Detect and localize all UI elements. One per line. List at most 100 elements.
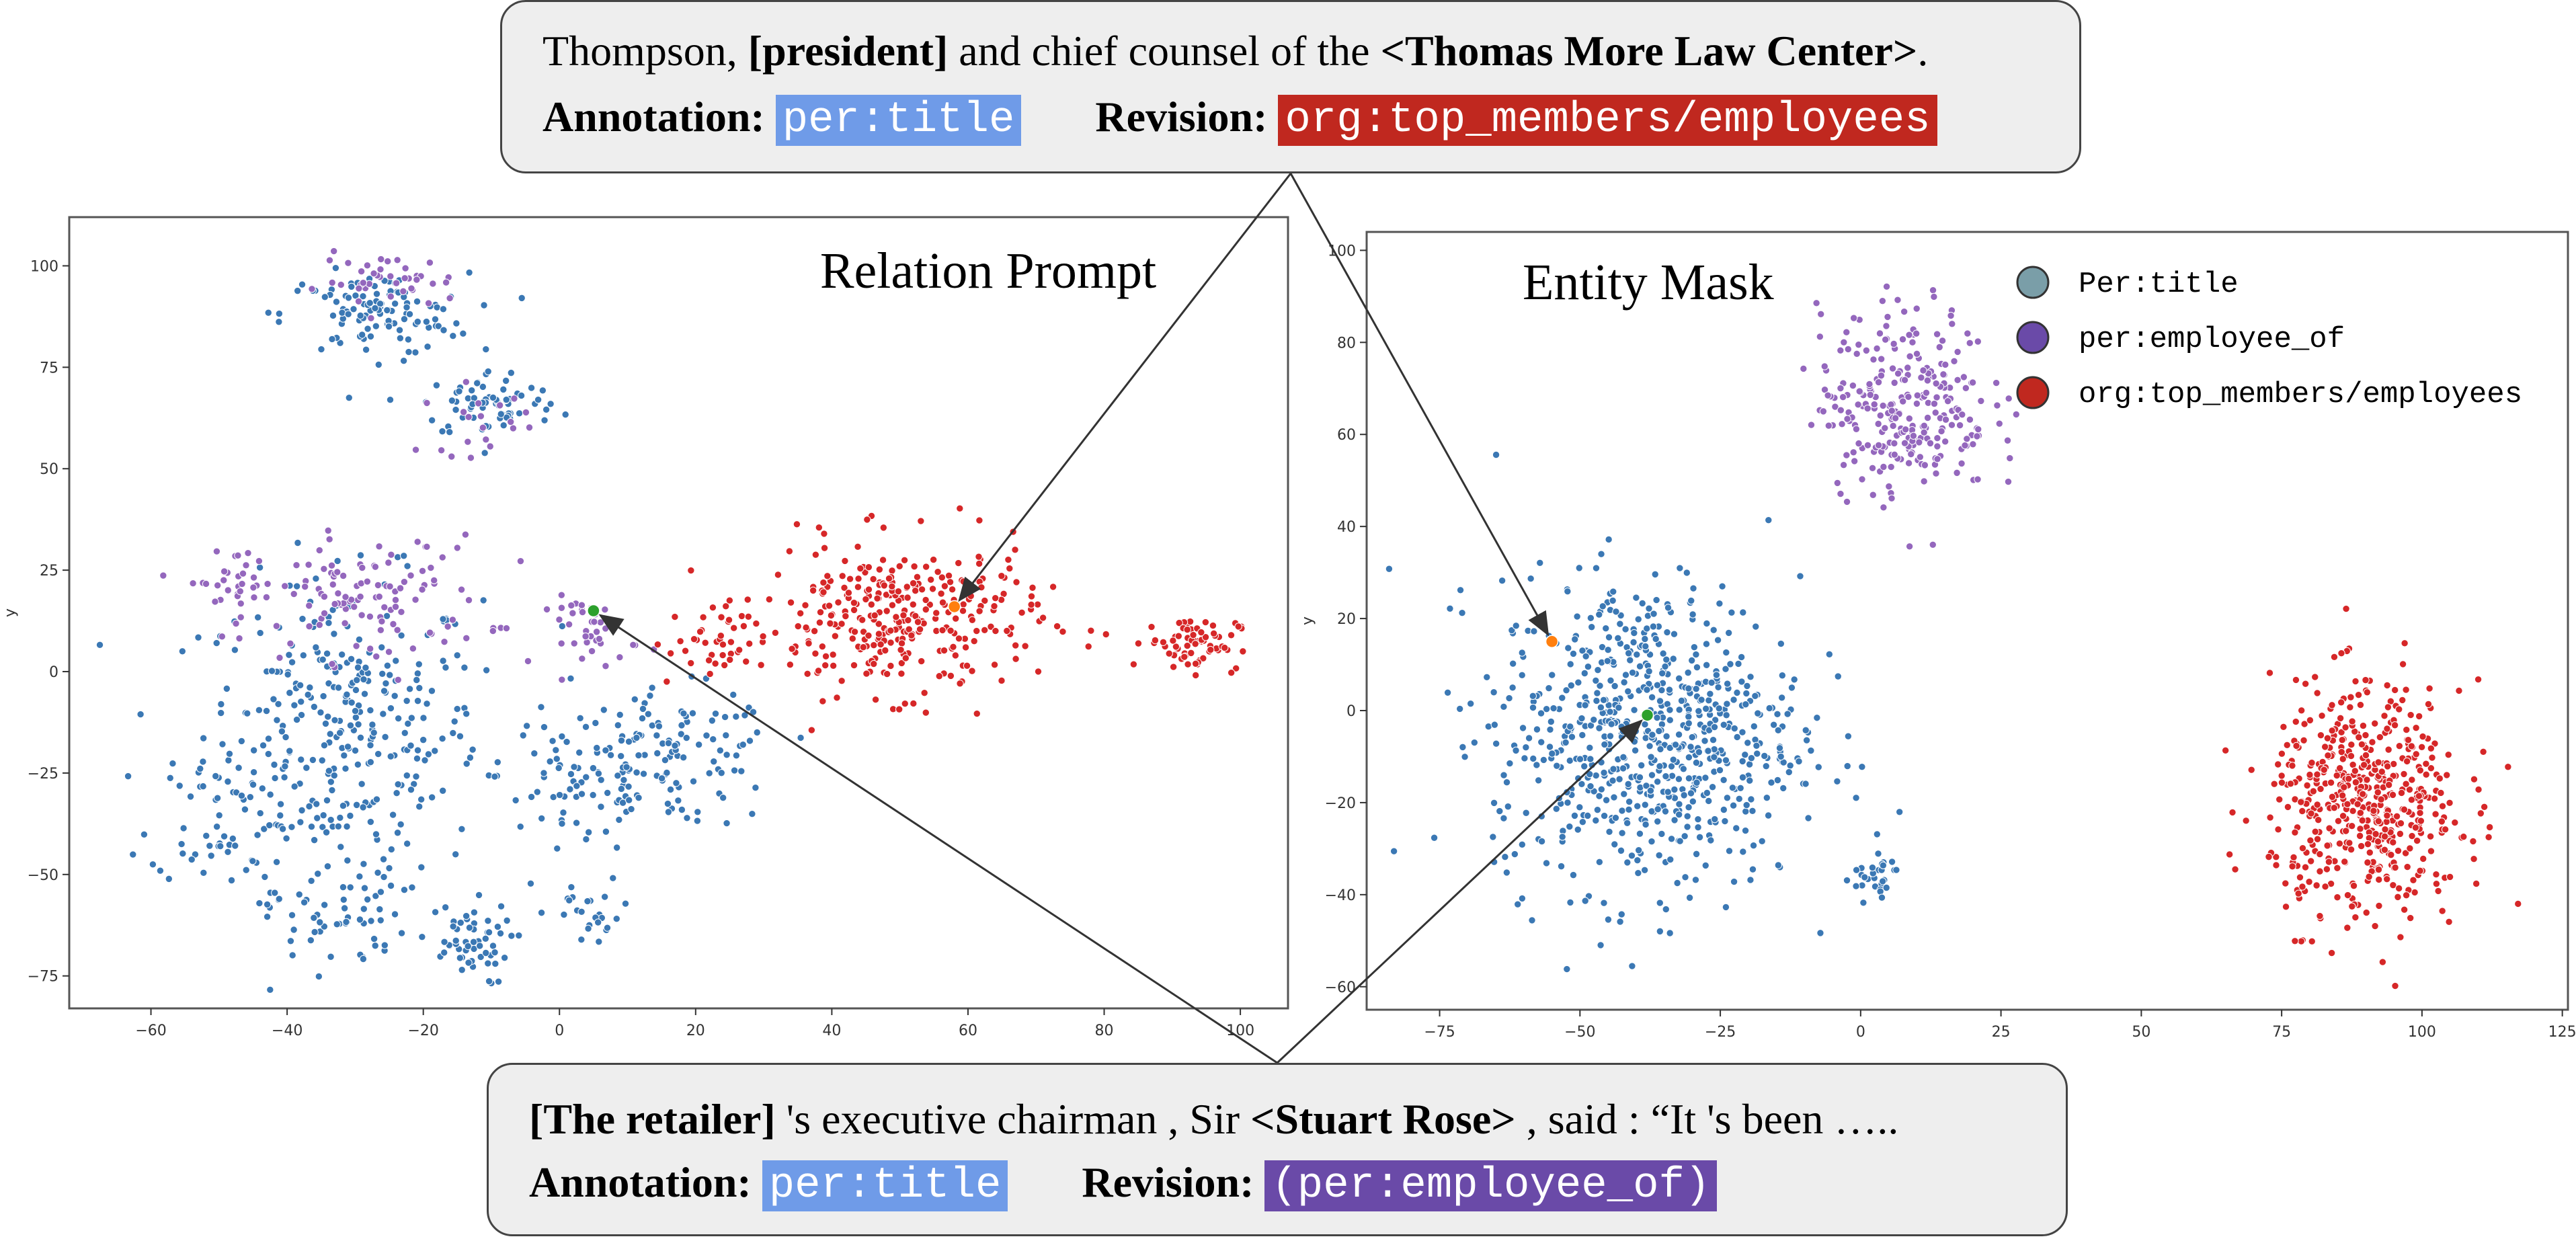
scatter-point — [2330, 653, 2339, 661]
scatter-point — [401, 729, 409, 737]
scatter-point — [2479, 748, 2487, 756]
scatter-point — [1824, 422, 1833, 430]
scatter-point — [415, 684, 424, 692]
scatter-point — [1227, 631, 1236, 639]
scatter-point — [319, 811, 327, 819]
scatter-point — [1683, 823, 1691, 831]
scatter-point — [975, 553, 983, 561]
scatter-point — [422, 317, 431, 326]
scatter-point — [399, 357, 408, 365]
scatter-point — [1668, 772, 1677, 780]
scatter-point — [877, 640, 885, 649]
scatter-point — [584, 924, 592, 933]
scatter-point — [602, 828, 610, 836]
scatter-point — [481, 934, 489, 943]
scatter-point — [1728, 784, 1737, 792]
scatter-point — [2371, 922, 2379, 930]
scatter-point — [224, 586, 232, 594]
scatter-point — [387, 881, 395, 890]
scatter-point — [432, 381, 441, 389]
scatter-point — [1536, 559, 1544, 567]
scatter-point — [897, 670, 905, 678]
scatter-point — [1695, 748, 1703, 756]
scatter-point — [2374, 788, 2382, 797]
scatter-point — [392, 279, 401, 287]
scatter-point — [337, 280, 345, 289]
scatter-point — [1461, 753, 1469, 761]
scatter-point — [1710, 745, 1718, 754]
scatter-point — [1576, 803, 1584, 811]
scatter-point — [376, 265, 385, 274]
scatter-point — [485, 977, 493, 986]
scatter-point — [522, 722, 531, 730]
scatter-point — [1607, 676, 1615, 685]
scatter-point — [1690, 643, 1699, 651]
scatter-point — [1777, 639, 1785, 648]
scatter-point — [1621, 671, 1630, 679]
scatter-point — [1547, 717, 1556, 726]
scatter-point — [1962, 384, 1970, 393]
scatter-point — [403, 303, 411, 311]
scatter-point — [2366, 848, 2374, 856]
scatter-point — [1849, 314, 1858, 322]
scatter-point — [393, 256, 401, 264]
scatter-point — [725, 616, 733, 624]
scatter-point — [413, 676, 421, 684]
scatter-point — [318, 756, 326, 764]
scatter-point — [1656, 745, 1664, 754]
scatter-point — [278, 825, 287, 833]
scatter-point — [1592, 771, 1600, 780]
scatter-point — [1878, 296, 1887, 305]
scatter-point — [1633, 651, 1641, 659]
scatter-point — [280, 582, 289, 590]
scatter-point — [1703, 619, 1711, 628]
scatter-point — [570, 763, 578, 771]
scatter-point — [744, 612, 753, 621]
scatter-point — [2485, 833, 2493, 842]
scatter-point — [1492, 739, 1500, 748]
scatter-point — [446, 294, 454, 303]
scatter-point — [1656, 927, 1664, 936]
scatter-point — [735, 646, 743, 654]
scatter-point — [815, 618, 824, 627]
scatter-point — [1545, 684, 1553, 692]
scatter-point — [526, 879, 535, 887]
scatter-point — [1783, 710, 1792, 718]
scatter-point — [1907, 450, 1915, 458]
scatter-point — [288, 911, 296, 919]
scatter-point — [194, 633, 202, 641]
scatter-point — [1885, 482, 1893, 491]
scatter-point — [838, 572, 846, 580]
scatter-point — [1522, 809, 1530, 817]
scatter-point — [627, 805, 635, 813]
scatter-point — [1677, 696, 1686, 705]
scatter-point — [944, 571, 953, 579]
scatter-point — [2337, 698, 2345, 707]
scatter-point — [578, 655, 586, 663]
scatter-point — [263, 900, 272, 909]
scatter-point — [2336, 714, 2345, 723]
scatter-point — [1648, 771, 1656, 779]
scatter-point — [1542, 859, 1551, 867]
scatter-point — [1745, 760, 1754, 768]
scatter-point — [592, 719, 600, 727]
scatter-point — [333, 568, 341, 576]
scatter-point — [2432, 871, 2440, 879]
scatter-point — [1843, 762, 1851, 770]
scatter-point — [397, 820, 405, 829]
scatter-point — [496, 929, 505, 938]
scatter-point — [1580, 669, 1588, 678]
scatter-point — [1693, 663, 1701, 672]
scatter-point — [992, 627, 1000, 635]
scatter-point — [742, 657, 750, 666]
scatter-point — [2377, 795, 2385, 803]
scatter-point — [363, 262, 372, 270]
scatter-point — [519, 731, 527, 739]
annotation-tag: per:title — [775, 95, 1022, 146]
scatter-point — [732, 752, 741, 760]
scatter-point — [1191, 640, 1199, 648]
scatter-point — [1725, 847, 1734, 855]
scatter-point — [313, 800, 321, 808]
scatter-point — [1529, 692, 1537, 700]
scatter-point — [1566, 723, 1574, 731]
